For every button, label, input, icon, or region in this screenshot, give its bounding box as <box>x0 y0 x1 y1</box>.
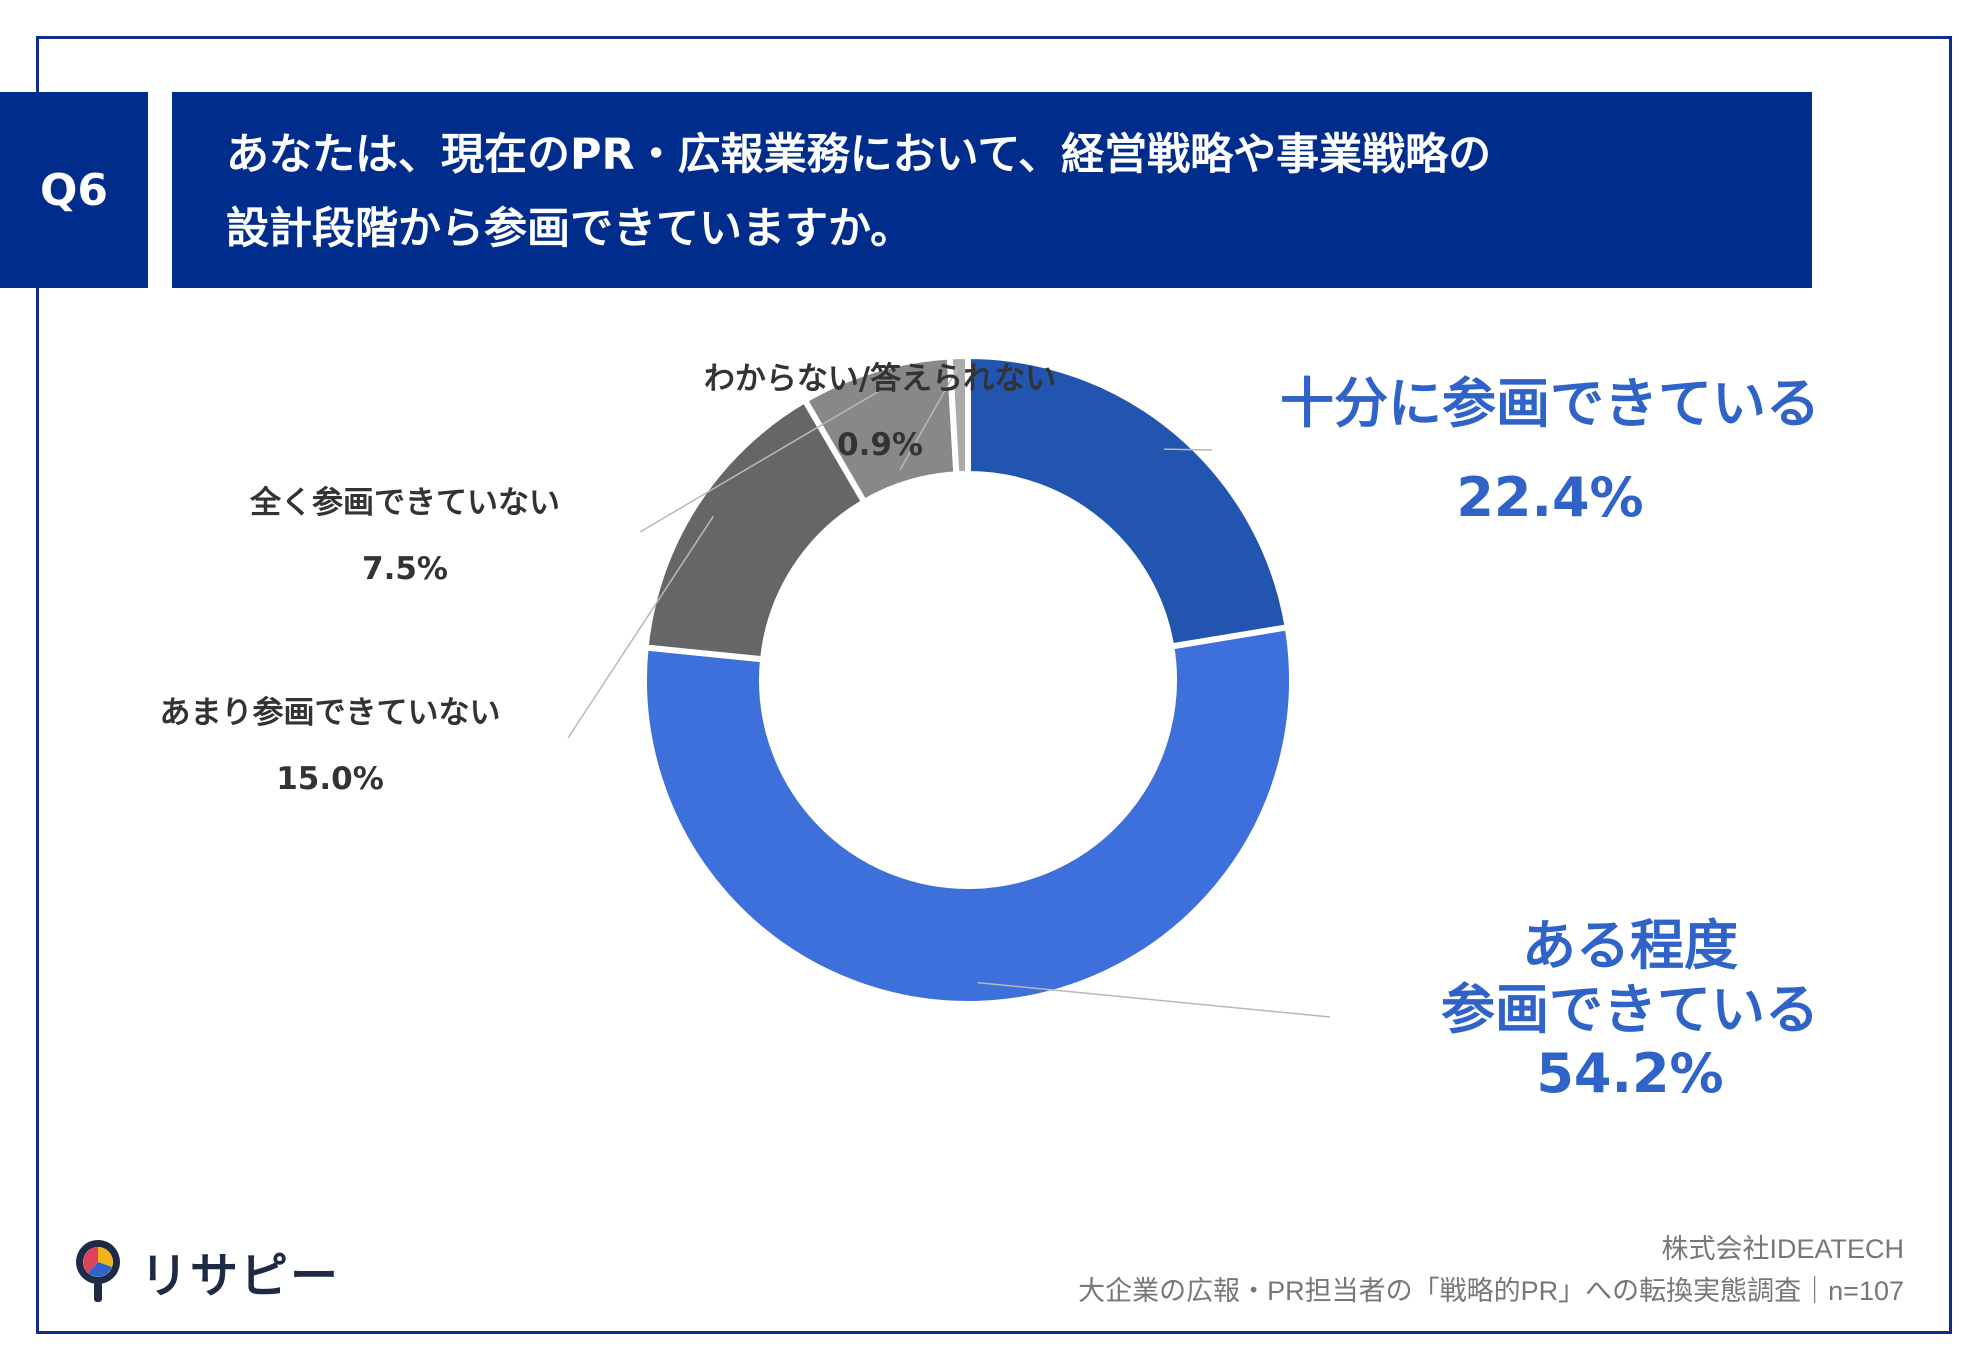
slice-label-2-name: あまり参画できていない <box>159 695 501 731</box>
slice-label-0-name: 十分に参画できている <box>1280 372 1820 435</box>
chart-frame <box>36 36 1952 1334</box>
slice-label-2: あまり参画できていない 15.0% <box>120 680 540 812</box>
leader-line-3 <box>639 389 882 533</box>
slice-label-2-value: 15.0% <box>276 761 384 797</box>
slice-label-3-value: 7.5% <box>362 551 448 587</box>
slice-label-1-value: 54.2% <box>1536 1042 1724 1105</box>
donut-slice-1 <box>641 623 1295 1007</box>
question-title: あなたは、現在のPR・広報業務において、経営戦略や事業戦略の 設計段階から参画で… <box>172 92 1812 288</box>
slice-label-0-value: 22.4% <box>1456 466 1644 529</box>
leader-line-1 <box>977 981 1331 1018</box>
pin-logo-icon <box>76 1240 120 1302</box>
brand-logo-text: リサピー <box>140 1248 341 1304</box>
slice-label-3: 全く参画できていない 7.5% <box>205 470 605 602</box>
slice-label-4: わからない/答えられない 0.9% <box>660 346 1100 478</box>
question-title-line2: 設計段階から参画できていますか。 <box>226 204 914 254</box>
leader-line-4 <box>899 365 960 471</box>
slice-label-3-name: 全く参画できていない <box>250 485 560 521</box>
question-title-line1: あなたは、現在のPR・広報業務において、経営戦略や事業戦略の <box>226 130 1492 180</box>
source-survey: 大企業の広報・PR担当者の「戦略的PR」への転換実態調査｜n=107 <box>1078 1276 1904 1306</box>
leader-line-2 <box>567 515 715 739</box>
slice-label-4-value: 0.9% <box>837 427 923 463</box>
slice-label-1-name-line1: ある程度 <box>1522 914 1738 977</box>
donut-slice-0 <box>965 352 1292 650</box>
question-badge: Q6 <box>0 92 148 288</box>
leader-line-0 <box>1163 448 1213 451</box>
slice-label-1-name-line2: 参画できている <box>1441 978 1819 1041</box>
brand-logo: リサピー <box>70 1236 340 1306</box>
donut-slice-4 <box>946 352 971 478</box>
slice-label-0: 十分に参画できている 22.4% <box>1240 372 1860 530</box>
slice-label-1: ある程度 参画できている 54.2% <box>1370 914 1890 1106</box>
slice-label-4-name: わからない/答えられない <box>703 361 1057 397</box>
source-note: 株式会社IDEATECH 大企業の広報・PR担当者の「戦略的PR」への転換実態調… <box>1078 1228 1904 1312</box>
source-company: 株式会社IDEATECH <box>1661 1234 1904 1264</box>
